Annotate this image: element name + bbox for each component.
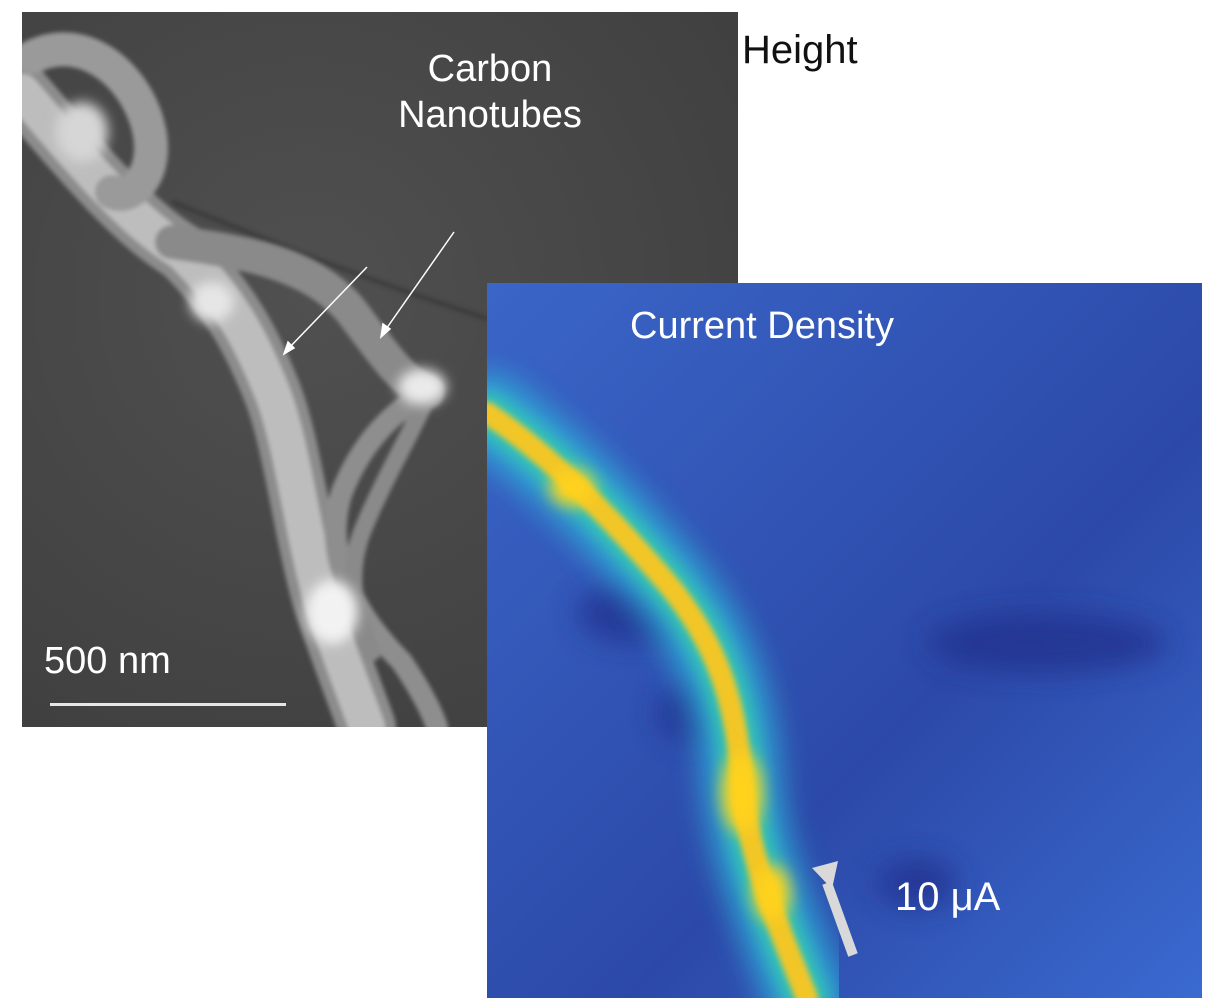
scale-bar: [50, 703, 286, 706]
carbon-nanotubes-annotation: Carbon Nanotubes: [386, 46, 594, 138]
scale-bar-label: 500 nm: [44, 640, 171, 682]
height-title: Height: [742, 28, 858, 72]
annotation-line-1: Carbon: [427, 48, 553, 90]
annotation-line-2: Nanotubes: [398, 94, 582, 136]
current-density-title: Current Density: [630, 305, 894, 347]
current-arrow-icon: [812, 861, 858, 957]
current-density-panel: [487, 283, 1202, 998]
current-value-label: 10 μA: [895, 875, 1001, 919]
current-density-image: [487, 283, 1202, 998]
annotation-arrows: [282, 231, 455, 356]
